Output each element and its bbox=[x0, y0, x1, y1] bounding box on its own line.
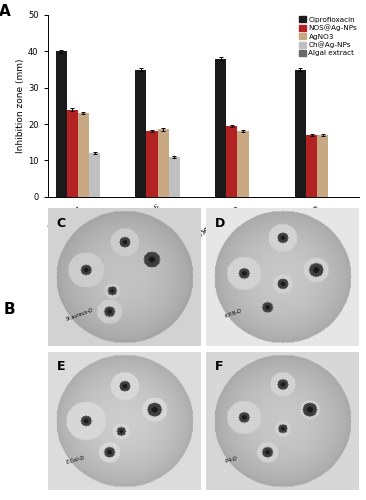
Bar bbox=[169, 157, 180, 196]
Bar bbox=[56, 52, 67, 197]
Text: K.P.N-D: K.P.N-D bbox=[224, 308, 243, 318]
Bar bbox=[226, 126, 238, 196]
Bar bbox=[238, 132, 249, 196]
Text: B: B bbox=[4, 302, 15, 318]
Bar bbox=[89, 153, 100, 196]
Bar bbox=[317, 135, 328, 196]
Text: A: A bbox=[0, 4, 11, 19]
Bar bbox=[135, 70, 146, 196]
Text: E.Coli-D: E.Coli-D bbox=[66, 456, 86, 466]
Y-axis label: Inhibition zone (mm): Inhibition zone (mm) bbox=[16, 58, 25, 153]
Bar bbox=[67, 110, 78, 196]
Text: C: C bbox=[57, 216, 66, 230]
Legend: Ciprofloxacin, NOS@Ag-NPs, AgNO3, Ch@Ag-NPs, Algal extract: Ciprofloxacin, NOS@Ag-NPs, AgNO3, Ch@Ag-… bbox=[299, 16, 357, 56]
Bar bbox=[215, 58, 226, 196]
Text: E: E bbox=[57, 360, 65, 373]
Text: St.aureus-D: St.aureus-D bbox=[66, 308, 94, 322]
Text: P.A-D: P.A-D bbox=[224, 456, 238, 464]
Bar bbox=[78, 113, 89, 196]
Bar bbox=[158, 130, 169, 196]
Bar bbox=[146, 132, 158, 196]
Bar bbox=[295, 70, 306, 196]
Text: D: D bbox=[215, 216, 225, 230]
Bar bbox=[306, 135, 317, 196]
Text: F: F bbox=[215, 360, 224, 373]
